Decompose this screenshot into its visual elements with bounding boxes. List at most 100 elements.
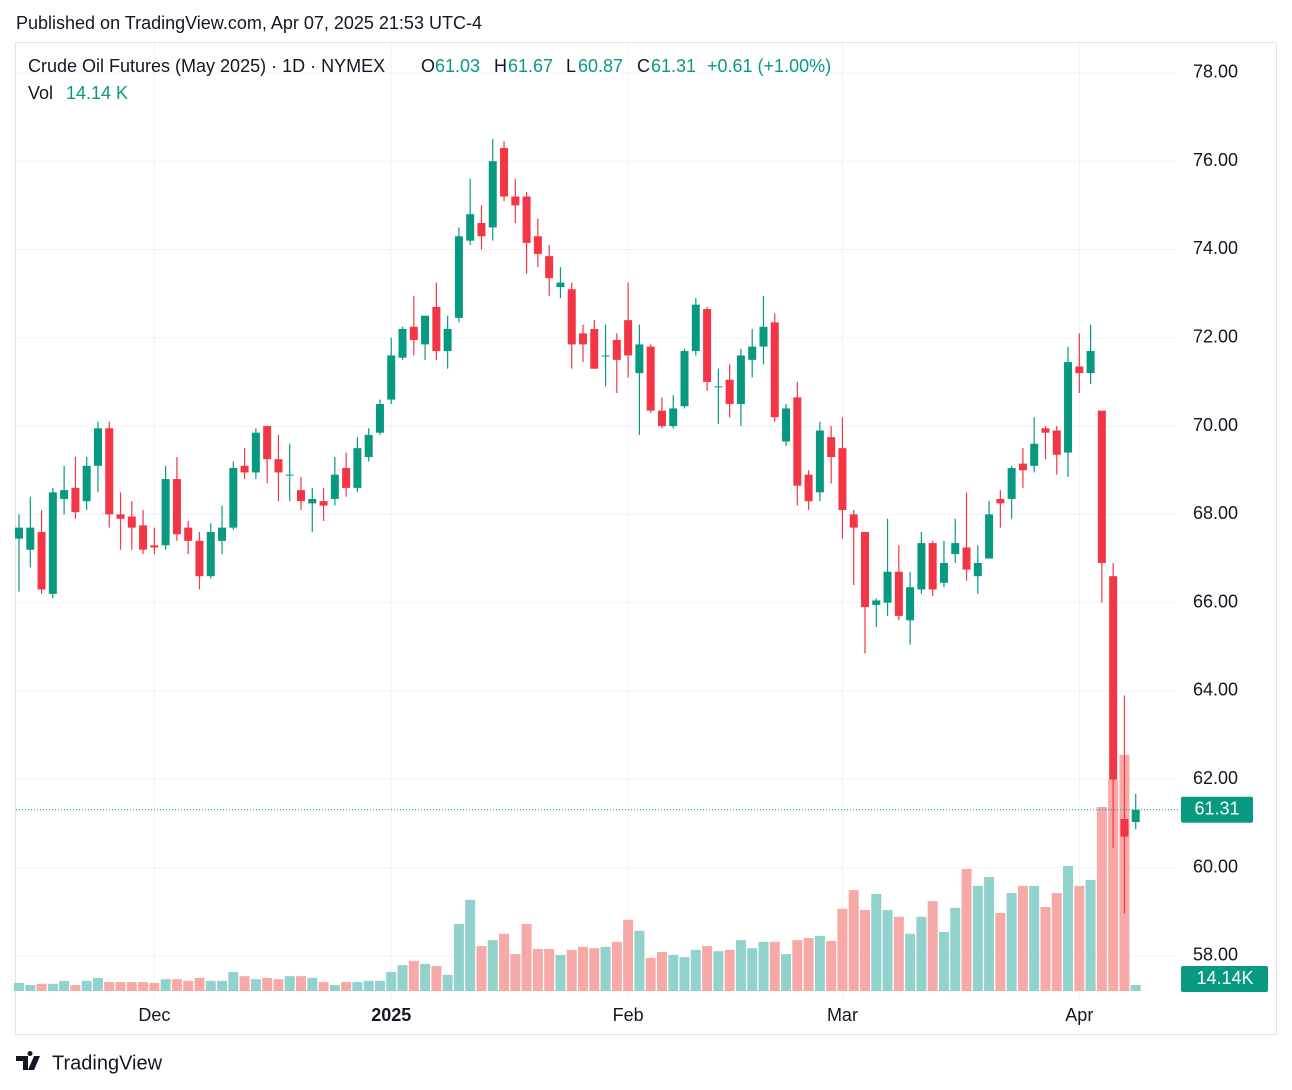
volume-bar xyxy=(837,908,848,991)
volume-bar xyxy=(735,940,746,991)
candle-body xyxy=(1041,428,1050,433)
volume-bar xyxy=(453,924,464,991)
candle-body xyxy=(962,547,971,570)
candle-body xyxy=(229,468,238,528)
candle-body xyxy=(725,379,734,405)
candle-body xyxy=(387,355,396,400)
volume-badge xyxy=(1181,966,1268,992)
volume-bar xyxy=(679,957,690,991)
volume-bar xyxy=(160,979,171,991)
candle-body xyxy=(1007,468,1016,499)
volume-bar xyxy=(589,948,600,991)
volume-bar xyxy=(47,983,58,991)
volume-bar xyxy=(668,954,679,991)
candle-body xyxy=(1018,463,1027,471)
volume-bar xyxy=(781,954,792,991)
candle-body xyxy=(488,161,497,228)
candle-body xyxy=(736,355,745,405)
candle-body xyxy=(939,562,948,583)
legend: Crude Oil Futures (May 2025) · 1D · NYME… xyxy=(28,56,831,103)
candle-body xyxy=(1086,351,1095,374)
volume-bar xyxy=(284,976,295,991)
candle-body xyxy=(872,600,881,605)
volume-bar xyxy=(487,940,498,991)
candle-body xyxy=(421,315,430,345)
brand-logo xyxy=(16,1051,40,1070)
candle-body xyxy=(206,532,215,577)
volume-bar xyxy=(803,938,814,991)
candle-body xyxy=(218,527,227,541)
y-tick-label: 62.00 xyxy=(1193,768,1238,788)
candle-body xyxy=(861,532,869,608)
candle-body xyxy=(827,437,836,457)
candle-body xyxy=(319,501,328,506)
candle-body xyxy=(511,196,520,206)
candle-body xyxy=(951,543,960,555)
volume-bar xyxy=(758,941,769,991)
volume-bar xyxy=(115,982,126,991)
volume-bar xyxy=(1029,885,1040,991)
volume-bar xyxy=(623,919,634,991)
volume-bar xyxy=(611,941,622,991)
volume-bar xyxy=(769,941,780,991)
candle-body xyxy=(691,304,700,352)
volume-bar xyxy=(183,980,194,991)
candles xyxy=(15,139,1178,914)
volume-bar xyxy=(307,977,318,991)
volume-bar xyxy=(634,930,645,991)
grid xyxy=(16,43,1176,1000)
candle-body xyxy=(1052,430,1061,455)
volume-bar xyxy=(1017,885,1028,991)
volume-bar xyxy=(984,876,995,991)
volume-bar xyxy=(995,912,1006,991)
candle-body xyxy=(105,428,114,515)
last-price-badge xyxy=(1181,796,1253,823)
legend-high-label: H xyxy=(494,56,507,76)
candle-body xyxy=(782,408,791,442)
brand: TradingView xyxy=(16,1051,163,1074)
candle-body xyxy=(657,410,666,427)
y-tick-label: 68.00 xyxy=(1193,503,1238,523)
volume-bar xyxy=(217,980,228,991)
volume-bar xyxy=(1006,893,1017,991)
x-tick-label: Feb xyxy=(613,1005,644,1025)
volume-bar xyxy=(149,982,160,991)
candle-body xyxy=(894,571,903,616)
volume-bar xyxy=(544,949,555,991)
volume-bar xyxy=(92,977,103,991)
candle-body xyxy=(906,587,915,621)
legend-high: 61.67 xyxy=(508,56,553,76)
candle-body xyxy=(590,328,599,369)
candle-body xyxy=(680,351,689,407)
candle-body xyxy=(184,527,193,541)
candle-body xyxy=(759,326,768,347)
volume-bar xyxy=(600,946,611,991)
candle-body xyxy=(195,540,204,577)
candle-body xyxy=(703,309,712,382)
candle-body xyxy=(601,355,610,357)
candle-body xyxy=(522,196,531,243)
volume-legend: 14.14 K xyxy=(66,83,128,103)
volume-bar xyxy=(510,954,521,991)
volume-bar xyxy=(566,949,577,991)
candle-body xyxy=(838,448,847,510)
candle-body xyxy=(1109,576,1118,780)
volume-bar xyxy=(250,979,261,991)
volume-bar xyxy=(262,977,273,991)
volume-bar xyxy=(1063,865,1074,991)
y-tick-label: 60.00 xyxy=(1193,856,1238,876)
volume-bar xyxy=(916,916,927,991)
candle-body xyxy=(883,571,892,603)
candle-body xyxy=(1064,362,1073,453)
candle-body xyxy=(579,333,587,345)
volume-bar xyxy=(578,946,588,991)
volume-bar xyxy=(296,976,306,991)
volume-bar xyxy=(318,982,329,991)
volume-bar xyxy=(521,924,532,991)
candle-body xyxy=(409,326,418,340)
volume-bar xyxy=(194,977,205,991)
candle-body xyxy=(330,474,339,499)
volume-bar xyxy=(36,983,47,991)
candle-body xyxy=(1075,366,1084,374)
candle-body xyxy=(342,468,351,488)
